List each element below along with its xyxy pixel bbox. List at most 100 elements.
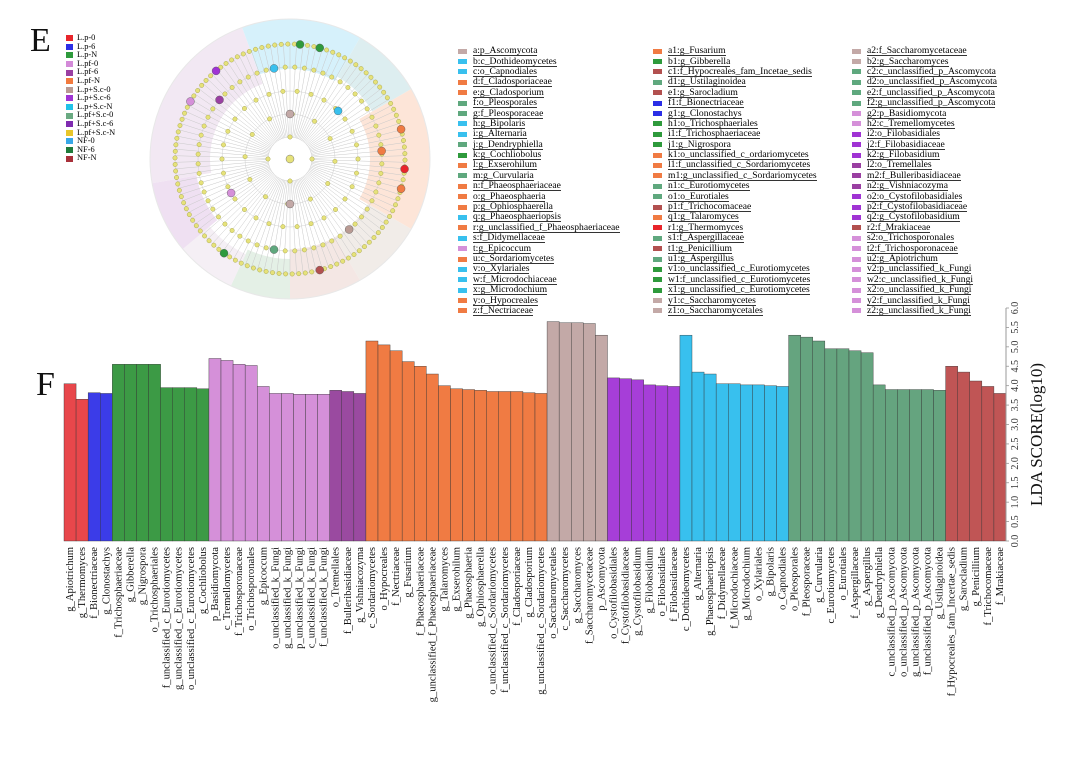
lda-bar	[776, 386, 789, 542]
taxa-legend-item: e1:g_Sarocladium	[653, 87, 817, 98]
taxa-legend-item: x2:o_unclassified_k_Fungi	[852, 285, 997, 296]
taxa-legend-item: h:g_Bipolaris	[458, 119, 620, 129]
taxa-legend-item: z1:o_Saccharomycetales	[653, 306, 817, 316]
y-tick-label: 5.5	[1010, 321, 1021, 334]
lda-bar	[257, 386, 270, 542]
clade-branch	[291, 44, 297, 138]
clade-branch	[263, 46, 286, 138]
lda-bar	[220, 360, 234, 542]
taxa-swatch	[852, 59, 861, 65]
clade-node	[259, 45, 265, 50]
taxa-label: z1:o_Saccharomycetales	[668, 304, 763, 316]
clade-node	[172, 162, 178, 167]
lda-bar	[812, 340, 826, 542]
taxa-legend-item: z:f_Nectriaceae	[458, 306, 620, 316]
lda-bar	[474, 390, 487, 542]
taxa-legend-item: g:f_Pleosporaceae	[458, 108, 620, 119]
clade-node	[205, 114, 211, 120]
taxa-label: p2:f_Cystofilobasidiaceae	[867, 201, 968, 213]
clade-node	[254, 70, 260, 76]
taxa-label: m1:g_unclassified_c_Sordariomycetes	[668, 169, 817, 181]
legend-label: L.pf-6	[77, 67, 99, 77]
lda-bar-chart: g_Apiotrichum g_Thermomyces f_Bionectriace…	[63, 302, 1046, 702]
y-axis-title: LDA SCORE(log10)	[1027, 363, 1046, 506]
taxa-swatch	[653, 287, 662, 293]
legend-swatch	[66, 121, 73, 128]
taxa-label: u:c_Sordariomycetes	[473, 253, 554, 264]
taxa-swatch	[852, 308, 861, 314]
taxa-legend-item: u:c_Sordariomycetes	[458, 254, 620, 264]
clade-node	[251, 265, 256, 271]
taxa-label: a2:f_Saccharomycetaceae	[867, 45, 967, 57]
taxa-label: s2:o_Trichosporonales	[867, 232, 955, 244]
taxa-label: t:g_Epicoccum	[473, 242, 532, 254]
clade-node	[263, 194, 268, 200]
bar-category-label: g_Talaromyces	[439, 547, 450, 612]
lda-bar	[643, 384, 656, 542]
taxa-swatch	[653, 173, 662, 179]
taxa-label: k1:o_unclassified_c_ordariomycetes	[668, 149, 809, 161]
clade-node	[174, 135, 180, 141]
taxa-swatch	[852, 131, 861, 137]
clade-branch	[217, 175, 277, 249]
clade-highlight-node	[269, 245, 279, 254]
taxa-legend-item: p2:f_Cystofilobasidiaceae	[852, 201, 997, 213]
clade-node	[301, 247, 307, 253]
taxa-label: m2:f_Bulleribasidiaceae	[867, 169, 961, 181]
taxa-label: r:g_unclassified_f_Phaeosphaeriaceae	[473, 221, 620, 233]
legend-label: NF-0	[77, 136, 95, 146]
lda-bar	[909, 389, 922, 542]
legend-label: L.p-N	[77, 50, 98, 60]
lda-bar	[691, 371, 705, 542]
clade-branch	[293, 45, 310, 138]
bar-category-label: g_unclassified_p_Ascomycota	[910, 547, 921, 677]
legend-swatch	[66, 69, 73, 76]
clade-node	[369, 198, 375, 204]
group-legend-item: L.pf-N	[66, 76, 115, 86]
bar-category-label: p_Ascomycota	[596, 547, 607, 611]
clade-node	[201, 123, 207, 129]
bar-category-label: g_Fusarium	[403, 546, 414, 597]
taxa-legend-item: u1:g_Aspergillus	[653, 254, 817, 264]
taxa-label: h1:o_Trichosphaeriales	[668, 117, 758, 129]
lda-bar	[945, 366, 958, 542]
clade-node	[195, 161, 201, 167]
taxa-legend-item: n1:c_Eurotiomycetes	[653, 181, 817, 192]
bar-category-label: c_Sordariomycetes	[367, 547, 378, 628]
lda-bar	[667, 386, 681, 542]
clade-node	[342, 116, 348, 122]
taxa-label: h:g_Bipolaris	[473, 117, 526, 129]
clade-node	[240, 51, 246, 57]
bar-category-label: o_Pleosporales	[790, 547, 801, 611]
clade-branch	[310, 123, 400, 153]
taxa-swatch	[653, 111, 662, 117]
clade-node	[287, 134, 293, 140]
taxa-swatch	[458, 142, 467, 148]
y-tick-label: 6.0	[1010, 302, 1021, 315]
taxa-legend-item: e2:f_unclassified_p_Ascomycota	[852, 87, 997, 98]
clade-branch	[207, 174, 275, 240]
bar-category-label: f_Trichosporonaceae	[234, 547, 245, 636]
taxa-swatch	[458, 111, 467, 117]
clade-node	[285, 41, 291, 47]
taxa-legend-item: p:g_Ophiosphaerella	[458, 202, 620, 213]
taxa-swatch	[852, 298, 861, 304]
taxa-label: j:g_Dendryphiella	[473, 138, 543, 150]
taxa-swatch	[458, 48, 467, 54]
clade-branch	[311, 161, 404, 176]
taxa-swatch	[653, 121, 662, 127]
lda-bar	[860, 352, 874, 542]
taxa-swatch	[852, 225, 861, 231]
clade-node	[263, 269, 269, 274]
clade-node	[309, 269, 315, 275]
clade-node	[183, 206, 189, 212]
lda-bar	[885, 389, 898, 542]
clade-node	[287, 178, 293, 184]
clade-branch	[270, 180, 287, 273]
bar-category-label: g_Penicillium	[971, 546, 982, 606]
bar-category-label: g_Sarocladium	[959, 546, 970, 611]
taxa-label: g1:g_Clonostachys	[668, 107, 742, 119]
clade-node	[227, 254, 233, 260]
bar-category-label: c_Dothideomycetes	[681, 547, 692, 631]
clade-node	[216, 214, 221, 220]
